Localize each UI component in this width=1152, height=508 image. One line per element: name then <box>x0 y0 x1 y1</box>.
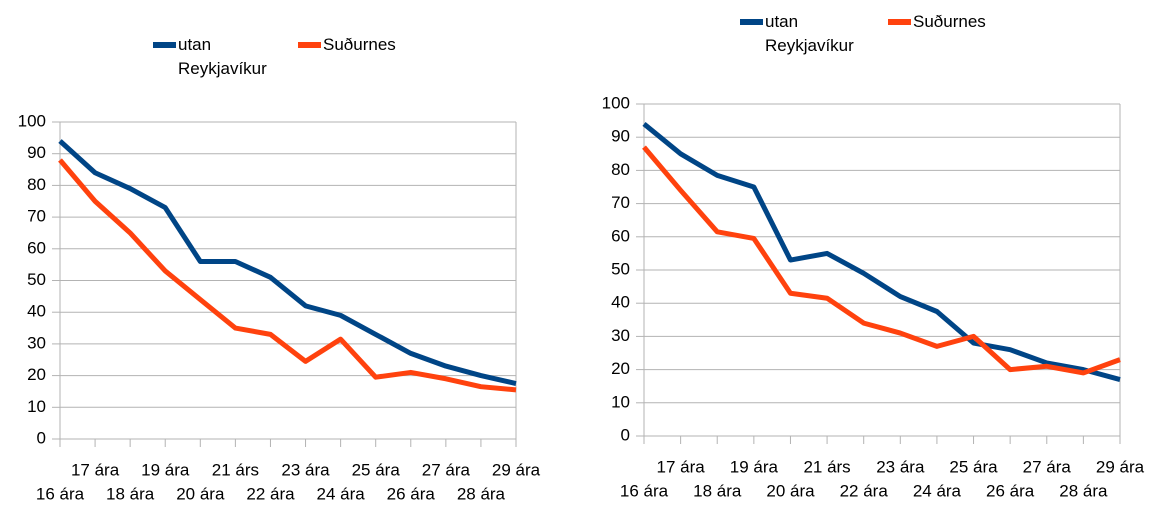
x-tick-label: 22 ára <box>840 481 889 500</box>
y-tick-label: 60 <box>27 238 46 257</box>
x-tick-label: 20 ára <box>176 484 225 503</box>
legend-swatch <box>153 42 176 48</box>
x-tick-label: 18 ára <box>106 484 155 503</box>
legend-label: utan Reykjavíkur <box>765 12 854 55</box>
x-tick-label: 25 ára <box>352 460 401 479</box>
x-tick-label: 23 ára <box>281 460 330 479</box>
legend-label: Suðurnes <box>913 12 986 31</box>
x-tick-label: 29 ára <box>492 460 541 479</box>
x-tick-label: 26 ára <box>986 481 1035 500</box>
legend-label: Suðurnes <box>323 35 396 54</box>
y-tick-label: 50 <box>611 259 630 278</box>
y-tick-label: 60 <box>611 226 630 245</box>
x-tick-label: 23 ára <box>876 457 925 476</box>
y-tick-label: 50 <box>27 270 46 289</box>
x-tick-label: 21 árs <box>803 457 850 476</box>
x-tick-label: 27 ára <box>422 460 471 479</box>
y-tick-label: 90 <box>27 143 46 162</box>
y-tick-label: 40 <box>27 302 46 321</box>
x-tick-label: 17 ára <box>657 457 706 476</box>
line <box>58 158 517 393</box>
legend-label: utan Reykjavíkur <box>178 35 267 78</box>
y-tick-label: 20 <box>611 359 630 378</box>
line <box>58 139 517 386</box>
y-tick-label: 100 <box>602 93 630 112</box>
y-tick-label: 80 <box>27 175 46 194</box>
x-tick-label: 26 ára <box>387 484 436 503</box>
y-tick-label: 0 <box>621 425 630 444</box>
x-tick-label: 29 ára <box>1096 457 1145 476</box>
x-tick-label: 19 ára <box>141 460 190 479</box>
y-tick-label: 100 <box>18 111 46 130</box>
y-tick-label: 30 <box>27 333 46 352</box>
x-tick-label: 24 ára <box>317 484 366 503</box>
y-tick-label: 10 <box>27 397 46 416</box>
x-tick-label: 21 árs <box>212 460 259 479</box>
x-tick-label: 16 ára <box>36 484 85 503</box>
x-tick-label: 27 ára <box>1023 457 1072 476</box>
legend-swatch <box>298 42 321 48</box>
x-tick-label: 24 ára <box>913 481 962 500</box>
y-tick-label: 20 <box>27 365 46 384</box>
x-tick-label: 19 ára <box>730 457 779 476</box>
legend-swatch <box>888 19 911 25</box>
x-tick-label: 28 ára <box>1059 481 1108 500</box>
y-tick-label: 30 <box>611 326 630 345</box>
line <box>642 121 1121 382</box>
y-tick-label: 0 <box>37 428 46 447</box>
y-tick-label: 10 <box>611 392 630 411</box>
line <box>642 145 1121 376</box>
x-tick-label: 17 ára <box>71 460 120 479</box>
y-tick-label: 70 <box>611 193 630 212</box>
x-tick-label: 20 ára <box>766 481 815 500</box>
y-tick-label: 90 <box>611 127 630 146</box>
legend-swatch <box>740 19 763 25</box>
x-tick-label: 25 ára <box>949 457 998 476</box>
x-tick-label: 28 ára <box>457 484 506 503</box>
y-tick-label: 80 <box>611 160 630 179</box>
x-tick-label: 18 ára <box>693 481 742 500</box>
y-tick-label: 70 <box>27 207 46 226</box>
x-tick-label: 22 ára <box>246 484 295 503</box>
y-tick-label: 40 <box>611 293 630 312</box>
x-tick-label: 16 ára <box>620 481 669 500</box>
